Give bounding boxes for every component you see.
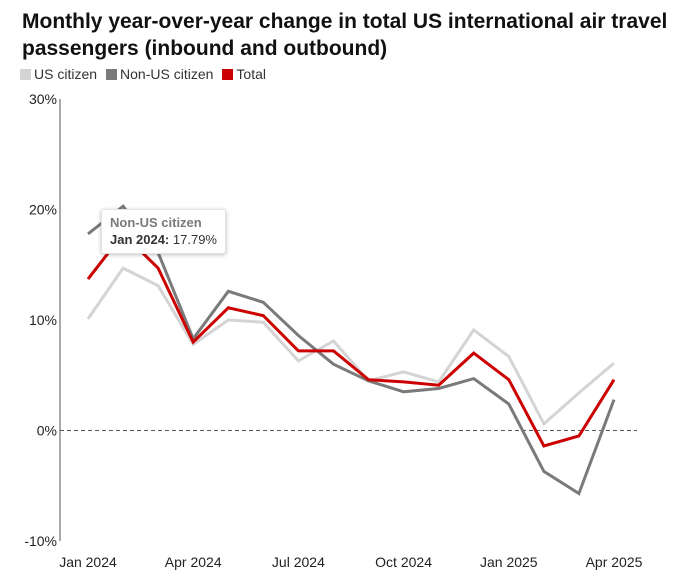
- y-tick-label: 30%: [29, 91, 57, 107]
- series-line-non-us-citizen: [87, 204, 616, 496]
- series-line-us-citizen: [86, 266, 615, 427]
- y-tick-label: 20%: [29, 202, 57, 218]
- y-tick-label: 10%: [29, 312, 57, 328]
- chart-title: Monthly year-over-year change in total U…: [22, 10, 668, 60]
- x-tick-label: Apr 2025: [586, 554, 643, 570]
- legend-swatch-non-us-citizen: [106, 68, 118, 80]
- x-tick-label: Jan 2024: [59, 554, 117, 570]
- tooltip: Non-US citizen Jan 2024: 17.79%: [101, 209, 226, 254]
- legend-item-total[interactable]: Total: [222, 66, 266, 82]
- legend: US citizen Non-US citizen Total: [20, 66, 266, 82]
- legend-swatch-total: [222, 68, 234, 80]
- tooltip-value-line: Jan 2024: 17.79%: [110, 231, 217, 248]
- tooltip-series-name: Non-US citizen: [110, 215, 202, 230]
- x-tick-label: Jul 2024: [272, 554, 325, 570]
- legend-item-us-citizen[interactable]: US citizen: [20, 66, 97, 82]
- tooltip-month: Jan 2024:: [110, 232, 170, 247]
- legend-label-total: Total: [236, 66, 266, 82]
- series-line-total: [86, 231, 616, 448]
- x-tick-label: Jan 2025: [480, 554, 538, 570]
- legend-swatch-us-citizen: [20, 68, 31, 80]
- y-tick-label: 0%: [37, 423, 57, 439]
- legend-label-us-citizen: US citizen: [34, 66, 98, 82]
- legend-item-non-us-citizen[interactable]: Non-US citizen: [106, 66, 213, 82]
- y-tick-label: -10%: [24, 533, 57, 549]
- legend-label-non-us-citizen: Non-US citizen: [120, 66, 214, 82]
- x-tick-label: Oct 2024: [375, 554, 432, 570]
- x-tick-label: Apr 2024: [165, 554, 222, 570]
- tooltip-value: 17.79%: [172, 232, 217, 247]
